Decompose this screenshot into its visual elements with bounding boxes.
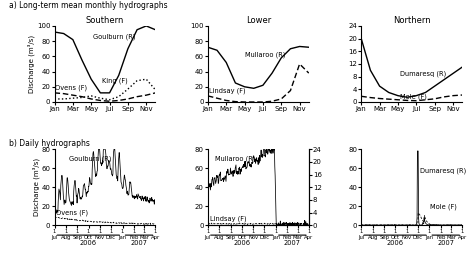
Text: 2006: 2006	[80, 241, 97, 247]
Text: Mole (F): Mole (F)	[400, 93, 427, 100]
Text: Ovens (F): Ovens (F)	[55, 84, 88, 91]
Title: Lower: Lower	[246, 16, 271, 25]
Text: Mullaroo (R): Mullaroo (R)	[215, 156, 256, 162]
Text: 2006: 2006	[233, 241, 250, 247]
Text: Goulburn (R): Goulburn (R)	[93, 33, 136, 40]
Text: 2007: 2007	[284, 241, 301, 247]
Y-axis label: Discharge (m³/s): Discharge (m³/s)	[32, 158, 40, 216]
Text: b) Daily hydrographs: b) Daily hydrographs	[9, 139, 91, 148]
Text: Dumaresq (R): Dumaresq (R)	[419, 168, 466, 174]
Text: Mullaroo (R): Mullaroo (R)	[245, 51, 285, 58]
Text: Lindsay (F): Lindsay (F)	[210, 215, 246, 222]
Title: Northern: Northern	[393, 16, 430, 25]
Title: Southern: Southern	[86, 16, 124, 25]
Text: 2006: 2006	[387, 241, 403, 247]
Text: a) Long-term mean monthly hydrographs: a) Long-term mean monthly hydrographs	[9, 1, 168, 10]
Y-axis label: Discharge (m³/s): Discharge (m³/s)	[28, 35, 36, 93]
Text: Dumaresq (R): Dumaresq (R)	[400, 70, 446, 76]
Text: King (F): King (F)	[102, 78, 128, 84]
Text: Goulburn (R): Goulburn (R)	[69, 156, 111, 162]
Text: Ovens (F): Ovens (F)	[56, 210, 89, 216]
Text: 2007: 2007	[437, 241, 454, 247]
Text: Mole (F): Mole (F)	[429, 203, 456, 210]
Text: Lindsay (F): Lindsay (F)	[209, 88, 246, 94]
Text: 2007: 2007	[130, 241, 147, 247]
